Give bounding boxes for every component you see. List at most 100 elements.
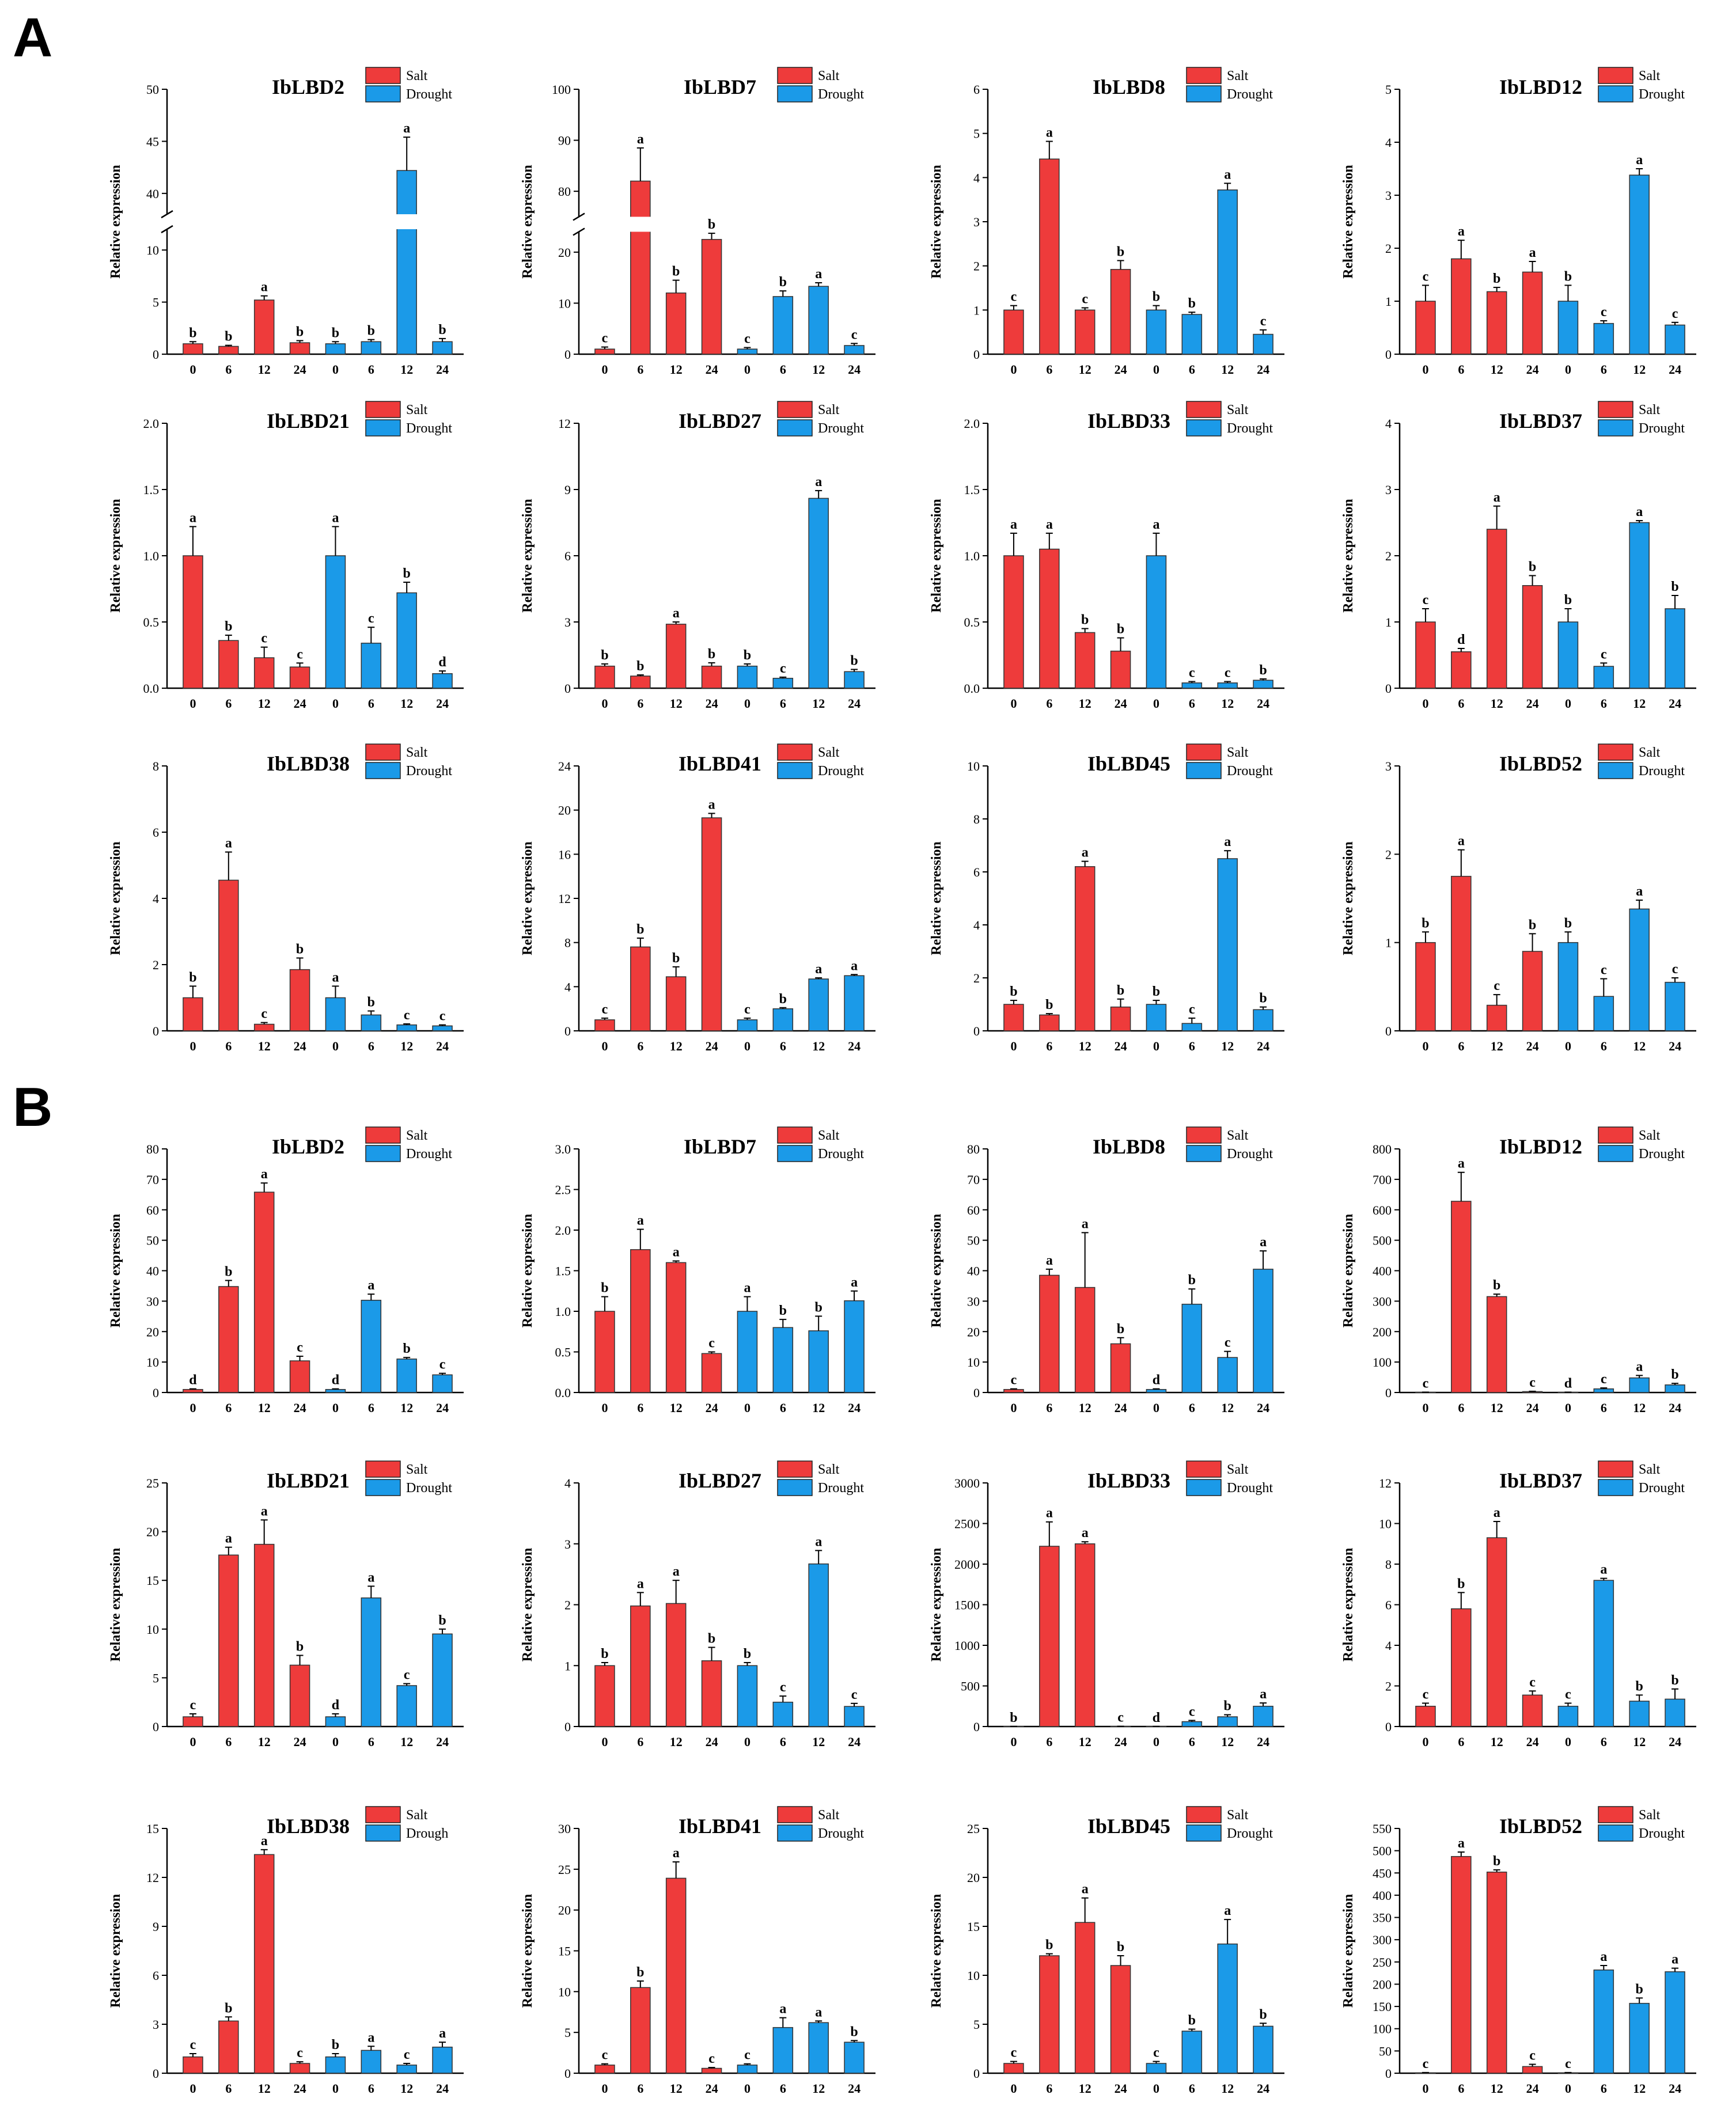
- significance-letter: b: [1457, 1576, 1465, 1591]
- chart-title: IbLBD21: [267, 409, 350, 432]
- x-tick-label: 6: [780, 1735, 786, 1749]
- x-tick-label: 12: [670, 1401, 683, 1415]
- chart-a-iblbd27: 0 3 6 9 12 Relative expression IbLBD27 Salt Drou…: [520, 401, 875, 711]
- bar-drought-6h: [361, 341, 382, 355]
- legend-label-salt: Salt: [406, 1128, 428, 1143]
- y-tick-label: 70: [967, 1173, 980, 1187]
- significance-letter: b: [438, 322, 446, 337]
- bar-drought-0h: [325, 1388, 346, 1393]
- y-tick-label: 500: [1373, 1844, 1392, 1858]
- bar-salt-24h: [1110, 1006, 1131, 1031]
- y-tick-label: 0.5: [143, 615, 160, 629]
- y-tick-label: 20: [558, 803, 571, 818]
- bar-salt-12h: [253, 1854, 275, 2074]
- bar-salt-0h: [1003, 1004, 1024, 1031]
- y-axis-label: Relative expression: [520, 1214, 535, 1328]
- bar-salt-6h: [630, 676, 651, 689]
- significance-letter: b: [367, 324, 375, 339]
- y-axis-label: Relative expression: [929, 1548, 944, 1662]
- significance-letter: b: [403, 566, 411, 581]
- y-tick-label: 15: [146, 1822, 159, 1836]
- y-tick-label: 2: [973, 259, 980, 274]
- bar-salt-24h: [289, 342, 310, 355]
- chart-title: IbLBD21: [267, 1469, 350, 1492]
- y-axis-label: Relative expression: [929, 841, 944, 955]
- x-tick-label: 12: [1491, 696, 1503, 711]
- x-tick-label: 12: [1221, 1735, 1234, 1749]
- x-tick-label: 12: [1079, 1401, 1091, 1415]
- significance-letter: c: [851, 1687, 858, 1702]
- significance-letter: c: [602, 2048, 608, 2063]
- legend-swatch-drought: [1598, 762, 1633, 779]
- x-tick-label: 12: [1221, 2081, 1234, 2096]
- y-tick-label: 80: [967, 1142, 980, 1156]
- x-tick-label: 0: [1422, 1401, 1428, 1415]
- y-tick-label: 0: [564, 2066, 571, 2081]
- x-tick-label: 24: [848, 2081, 861, 2096]
- legend-swatch-drought: [1186, 1479, 1222, 1496]
- bar-salt-6h: [1451, 651, 1472, 689]
- significance-letter: a: [637, 1213, 644, 1228]
- significance-letter: b: [779, 1303, 787, 1318]
- significance-letter: c: [404, 2047, 410, 2062]
- significance-letter: d: [1153, 1710, 1161, 1725]
- bar-drought-24h: [1665, 1971, 1685, 2074]
- x-tick-label: 6: [1601, 1735, 1607, 1749]
- significance-letter: a: [815, 1534, 822, 1549]
- y-tick-label: 0.0: [143, 681, 160, 696]
- y-tick-label: 2000: [954, 1557, 980, 1572]
- significance-letter: c: [1423, 269, 1429, 284]
- bar-drought-0h: [1146, 555, 1167, 689]
- x-tick-label: 6: [1189, 1735, 1195, 1749]
- y-tick-label: 6: [973, 865, 980, 879]
- y-tick-label: 3000: [954, 1476, 980, 1490]
- significance-letter: b: [438, 1613, 446, 1628]
- bar-drought-24h: [432, 1633, 453, 1727]
- significance-letter: b: [225, 329, 232, 344]
- y-tick-label: 50: [146, 82, 159, 97]
- x-tick-label: 24: [1115, 362, 1127, 377]
- y-tick-label: 5: [153, 1671, 159, 1685]
- bar-salt-12h: [1074, 1287, 1096, 1393]
- chart-title: IbLBD2: [272, 1135, 344, 1158]
- chart-b-iblbd33: 0 500 1000 1500 2000 2500 3000 Relative express…: [929, 1460, 1284, 1749]
- x-tick-label: 0: [1422, 362, 1428, 377]
- x-tick-label: 0: [1010, 362, 1017, 377]
- significance-letter: b: [1045, 1938, 1053, 1953]
- chart-title: IbLBD45: [1087, 752, 1170, 775]
- x-tick-label: 24: [1115, 1735, 1127, 1749]
- y-tick-label: 100: [1373, 1355, 1392, 1369]
- y-tick-label: 50: [146, 1234, 159, 1248]
- bar-drought-6h: [1181, 682, 1203, 689]
- x-tick-label: 0: [189, 1401, 196, 1415]
- significance-letter: c: [1225, 666, 1231, 681]
- x-tick-label: 0: [1422, 1039, 1428, 1053]
- significance-letter: b: [1671, 579, 1678, 594]
- y-tick-label: 1: [1385, 294, 1392, 309]
- x-tick-label: 6: [780, 696, 786, 711]
- legend-swatch-drought: [365, 85, 401, 103]
- significance-letter: a: [1153, 517, 1159, 532]
- bar-drought-0h: [325, 2056, 346, 2074]
- y-tick-label: 12: [1379, 1476, 1392, 1490]
- significance-letter: b: [1493, 1278, 1500, 1293]
- y-tick-label: 24: [558, 759, 571, 773]
- bar-drought-6h: [1593, 996, 1614, 1031]
- significance-letter: b: [1529, 917, 1536, 932]
- x-tick-label: 12: [400, 2081, 413, 2096]
- significance-letter: b: [1564, 593, 1572, 608]
- x-tick-label: 0: [1422, 696, 1428, 711]
- bar-salt-6h: [630, 1605, 651, 1727]
- legend-label-drought: Drought: [818, 1826, 864, 1841]
- legend-swatch-drought: [1186, 762, 1222, 779]
- x-tick-label: 24: [294, 2081, 306, 2096]
- y-tick-label: 5: [153, 295, 159, 310]
- bar-drought-12h: [1629, 174, 1650, 355]
- bar-drought-24h: [1253, 333, 1273, 355]
- legend-swatch-drought: [1598, 419, 1633, 437]
- significance-letter: b: [1188, 296, 1196, 311]
- legend-swatch-drought: [365, 1479, 401, 1496]
